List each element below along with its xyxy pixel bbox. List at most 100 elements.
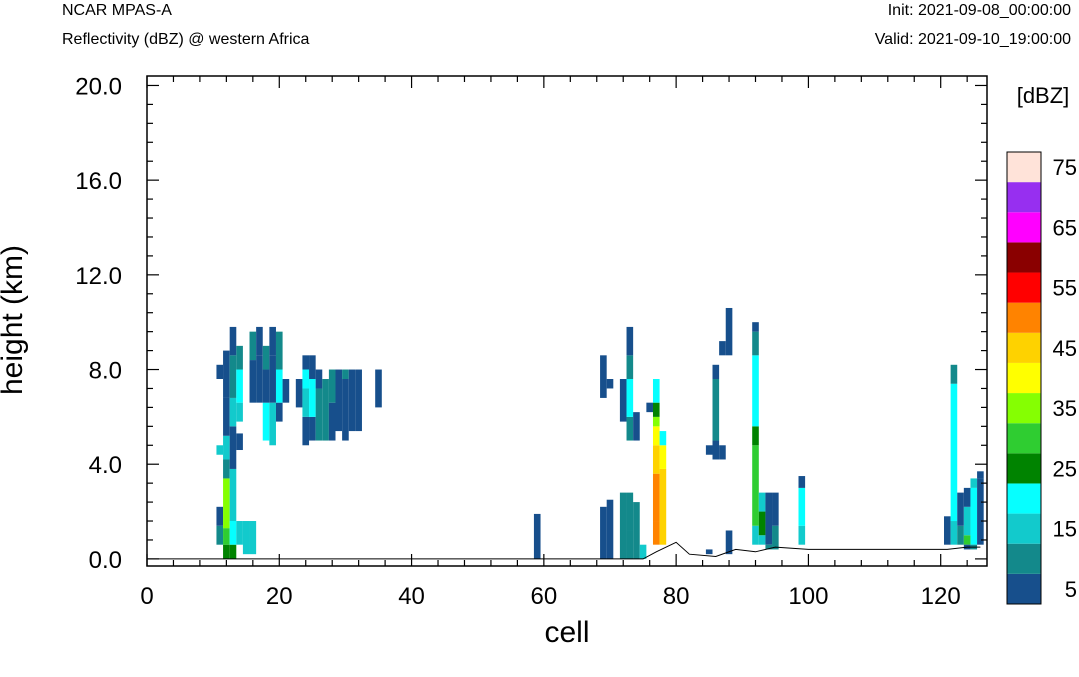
reflectivity-cell — [322, 379, 329, 441]
reflectivity-cell — [295, 379, 303, 408]
reflectivity-cell — [719, 445, 726, 460]
model-title: NCAR MPAS-A — [62, 2, 172, 19]
reflectivity-cell — [249, 331, 257, 361]
reflectivity-cell — [652, 402, 660, 417]
reflectivity-cell — [375, 369, 382, 408]
reflectivity-cell — [652, 426, 660, 446]
reflectivity-cell — [275, 402, 283, 422]
reflectivity-cell — [229, 426, 237, 469]
reflectivity-cell — [619, 492, 627, 559]
y-tick-label: 16.0 — [75, 168, 122, 195]
colorbar-label: 5 — [1065, 577, 1077, 602]
reflectivity-cell — [269, 402, 276, 446]
reflectivity-cell — [950, 364, 958, 384]
reflectivity-cell — [652, 416, 660, 427]
plot-frame — [146, 75, 988, 567]
colorbar: 5 15 25 35 45 55 65 75 — [1006, 151, 1077, 605]
reflectivity-cell — [309, 355, 316, 379]
x-tick-label: 80 — [663, 583, 690, 610]
reflectivity-cell — [752, 355, 759, 427]
x-tick-label: 60 — [530, 583, 557, 610]
colorbar-label: 35 — [1053, 396, 1077, 421]
reflectivity-cell — [262, 369, 270, 403]
reflectivity-cell — [659, 468, 667, 545]
reflectivity-cell — [626, 355, 634, 379]
y-tick-label: 0.0 — [89, 547, 122, 574]
terrain-polyline — [147, 541, 981, 560]
reflectivity-cell — [223, 435, 230, 460]
x-tick-label: 20 — [266, 583, 293, 610]
reflectivity-cell — [725, 530, 733, 555]
reflectivity-cell — [269, 326, 276, 356]
reflectivity-cell — [275, 331, 283, 370]
colorbar-swatch — [1007, 152, 1041, 183]
reflectivity-cell — [229, 397, 237, 427]
reflectivity-cell — [705, 445, 713, 455]
reflectivity-cell — [725, 307, 733, 356]
reflectivity-cell — [646, 402, 653, 413]
x-axis-title: cell — [544, 616, 589, 649]
tick-labels: 0 20 40 60 80 100 120 0.0 4.0 8.0 12.0 16.0 20.0 — [75, 73, 960, 610]
reflectivity-cell — [236, 521, 243, 545]
y-tick-label: 12.0 — [75, 263, 122, 290]
reflectivity-cell — [275, 369, 283, 403]
reflectivity-cell — [606, 499, 614, 559]
colorbar-swatch — [1007, 242, 1041, 273]
colorbar-swatch — [1007, 483, 1041, 514]
reflectivity-cell — [223, 350, 230, 398]
reflectivity-cell — [328, 369, 336, 403]
reflectivity-cell — [652, 521, 660, 545]
reflectivity-cell — [963, 506, 971, 536]
reflectivity-cell — [758, 535, 766, 545]
colorbar-swatch — [1007, 182, 1041, 213]
reflectivity-cell — [652, 379, 660, 403]
reflectivity-cell — [229, 326, 237, 356]
reflectivity-cell — [772, 525, 779, 550]
reflectivity-cells — [216, 307, 984, 559]
reflectivity-cell — [223, 478, 230, 529]
reflectivity-cell — [262, 345, 270, 370]
reflectivity-cell — [229, 544, 237, 559]
reflectivity-cell — [315, 388, 323, 441]
reflectivity-cell — [712, 440, 720, 460]
reflectivity-cell — [216, 364, 224, 379]
y-axis-title: height (km) — [0, 245, 29, 395]
reflectivity-cell — [752, 426, 759, 446]
x-tick-label: 120 — [921, 583, 961, 610]
colorbar-swatch — [1007, 573, 1041, 604]
x-tick-label: 0 — [140, 583, 153, 610]
reflectivity-cell — [223, 397, 230, 436]
reflectivity-cell — [977, 478, 984, 545]
valid-time: Valid: 2021-09-10_19:00:00 — [874, 31, 1071, 48]
reflectivity-cell — [752, 322, 759, 332]
colorbar-label: 55 — [1053, 276, 1077, 301]
reflectivity-cell — [302, 355, 310, 370]
reflectivity-cell — [223, 459, 230, 479]
reflectivity-cell — [236, 345, 243, 370]
colorbar-swatch — [1007, 453, 1041, 484]
reflectivity-cell — [626, 492, 634, 531]
reflectivity-cell — [970, 478, 978, 488]
init-time: Init: 2021-09-08_00:00:00 — [887, 2, 1071, 19]
colorbar-swatch — [1007, 393, 1041, 424]
reflectivity-cell — [633, 502, 640, 559]
reflectivity-cell — [944, 516, 951, 545]
colorbar-label: 65 — [1053, 215, 1077, 240]
colorbar-label: 45 — [1053, 336, 1077, 361]
reflectivity-cell — [236, 433, 243, 451]
reflectivity-cell — [229, 355, 237, 398]
reflectivity-cell — [626, 379, 634, 417]
reflectivity-cell — [328, 402, 336, 441]
y-tick-label: 4.0 — [89, 452, 122, 479]
reflectivity-cell — [752, 525, 759, 545]
reflectivity-cell — [712, 379, 720, 441]
reflectivity-cell — [752, 445, 759, 526]
colorbar-swatch — [1007, 513, 1041, 544]
colorbar-label: 75 — [1053, 155, 1077, 180]
reflectivity-cell — [705, 549, 713, 555]
reflectivity-cell — [639, 544, 647, 559]
reflectivity-cell — [249, 521, 257, 555]
reflectivity-cell — [256, 355, 263, 403]
reflectivity-cell — [798, 487, 806, 526]
